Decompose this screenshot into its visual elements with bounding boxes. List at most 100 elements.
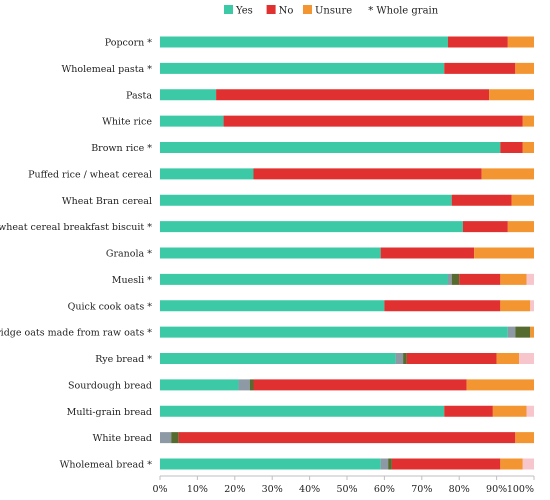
bar-segment: [522, 458, 534, 470]
bar-segment: [160, 221, 463, 233]
bar-segment: [160, 273, 448, 285]
bar-segment: [515, 432, 534, 444]
bar-segment: [253, 168, 482, 180]
bar-segment: [507, 326, 516, 338]
bar-segment: [466, 379, 534, 391]
category-labels: Popcorn * Wholemeal pasta * Pasta White ric…: [0, 38, 152, 471]
bar-segment: [451, 194, 512, 206]
category-label: Wholemeal bread *: [60, 460, 153, 471]
bar-segment: [160, 89, 217, 101]
category-label: Puffed rice / wheat cereal: [28, 169, 152, 180]
x-tick-label: 10%: [187, 484, 208, 495]
x-tick-label: 20%: [224, 484, 245, 495]
x-axis: 0% 10% 20% 30% 40% 50% 60% 70% 80% 90% 100%: [152, 475, 535, 495]
category-label: Wheat Bran cereal: [62, 196, 152, 207]
bar-segment: [160, 353, 396, 364]
legend-label-yes: Yes: [235, 6, 253, 17]
bar-segment: [160, 247, 381, 259]
bar-segment: [444, 62, 516, 74]
category-label: Granola *: [106, 249, 152, 260]
category-label: Brown rice *: [91, 143, 152, 154]
bar-segment: [178, 432, 516, 444]
bar-segment: [515, 62, 534, 74]
bar-segment: [500, 458, 523, 470]
bar-segment: [406, 353, 497, 364]
x-tick-label: 80%: [449, 484, 470, 495]
bar-segment: [522, 142, 534, 153]
bar-segment: [530, 300, 534, 312]
bar-segment: [160, 168, 254, 180]
bar-segment: [519, 353, 534, 364]
bar-segment: [160, 36, 448, 48]
bar-segment: [171, 432, 179, 444]
bar-segment: [160, 326, 508, 338]
x-tick-label: 90%: [486, 484, 507, 495]
bar-segment: [526, 405, 534, 417]
legend-swatch-yes: [224, 5, 233, 14]
x-tick-label: 100%: [507, 484, 534, 495]
bar-segment: [496, 353, 520, 364]
bar-segment: [459, 273, 501, 285]
bar-segment: [160, 62, 445, 74]
bar-segment: [380, 247, 475, 259]
legend: Yes No Unsure * Whole grain: [224, 5, 439, 17]
bar-segment: [160, 300, 385, 312]
bar-segment: [160, 379, 239, 391]
bar-segment: [500, 273, 527, 285]
category-label: White rice: [102, 117, 152, 128]
x-tick-label: 40%: [299, 484, 320, 495]
bar-segment: [447, 273, 452, 285]
bar-segment: [507, 221, 534, 233]
category-label: Porridge oats made from raw oats *: [0, 328, 152, 339]
bar-segment: [444, 405, 493, 417]
legend-swatch-no: [266, 5, 276, 14]
x-tick-label: 60%: [374, 484, 395, 495]
category-label: Multi-grain bread: [67, 407, 152, 418]
bar-segment: [223, 115, 523, 127]
bar-segment: [462, 221, 508, 233]
bar-segment: [253, 379, 467, 391]
category-label: White bread: [93, 433, 152, 444]
bar-segment: [160, 115, 224, 127]
category-label: Sourdough bread: [68, 380, 152, 391]
legend-swatch-unsure: [303, 5, 312, 14]
legend-label-unsure: Unsure: [315, 6, 352, 17]
x-tick-label: 0%: [152, 484, 167, 495]
category-label: Quick cook oats *: [68, 301, 153, 312]
category-label: Rye bread *: [95, 354, 152, 365]
legend-note: * Whole grain: [368, 6, 439, 17]
bar-segment: [216, 89, 490, 101]
bar-segment: [380, 458, 389, 470]
bar-segment: [526, 273, 534, 285]
bar-segment: [395, 353, 404, 364]
bar-segment: [530, 326, 534, 338]
bar-segment: [160, 458, 381, 470]
bar-segment: [447, 36, 508, 48]
category-label: Whole wheat cereal breakfast biscuit *: [0, 222, 152, 233]
bar-segment: [160, 142, 501, 153]
bar-segment: [522, 115, 534, 127]
bar-segment: [489, 89, 534, 101]
bar-segment: [160, 432, 172, 444]
bar-segment: [451, 273, 460, 285]
bar-segment: [474, 247, 534, 259]
bar-segment: [481, 168, 534, 180]
bar-segment: [515, 326, 531, 338]
bar-segment: [160, 194, 452, 206]
bar-segment: [507, 36, 534, 48]
bar-segment: [511, 194, 534, 206]
bar-segment: [500, 300, 531, 312]
x-tick-label: 50%: [336, 484, 357, 495]
x-tick-label: 70%: [411, 484, 432, 495]
bar-segment: [249, 379, 254, 391]
bar-segment: [238, 379, 250, 391]
bar-segment: [160, 405, 445, 417]
bar-segment: [492, 405, 527, 417]
bar-segment: [500, 142, 523, 153]
bar-segment: [403, 353, 407, 364]
bar-segment: [384, 300, 501, 312]
bar-segment: [391, 458, 501, 470]
legend-label-no: No: [279, 6, 294, 17]
bar-segment: [388, 458, 392, 470]
